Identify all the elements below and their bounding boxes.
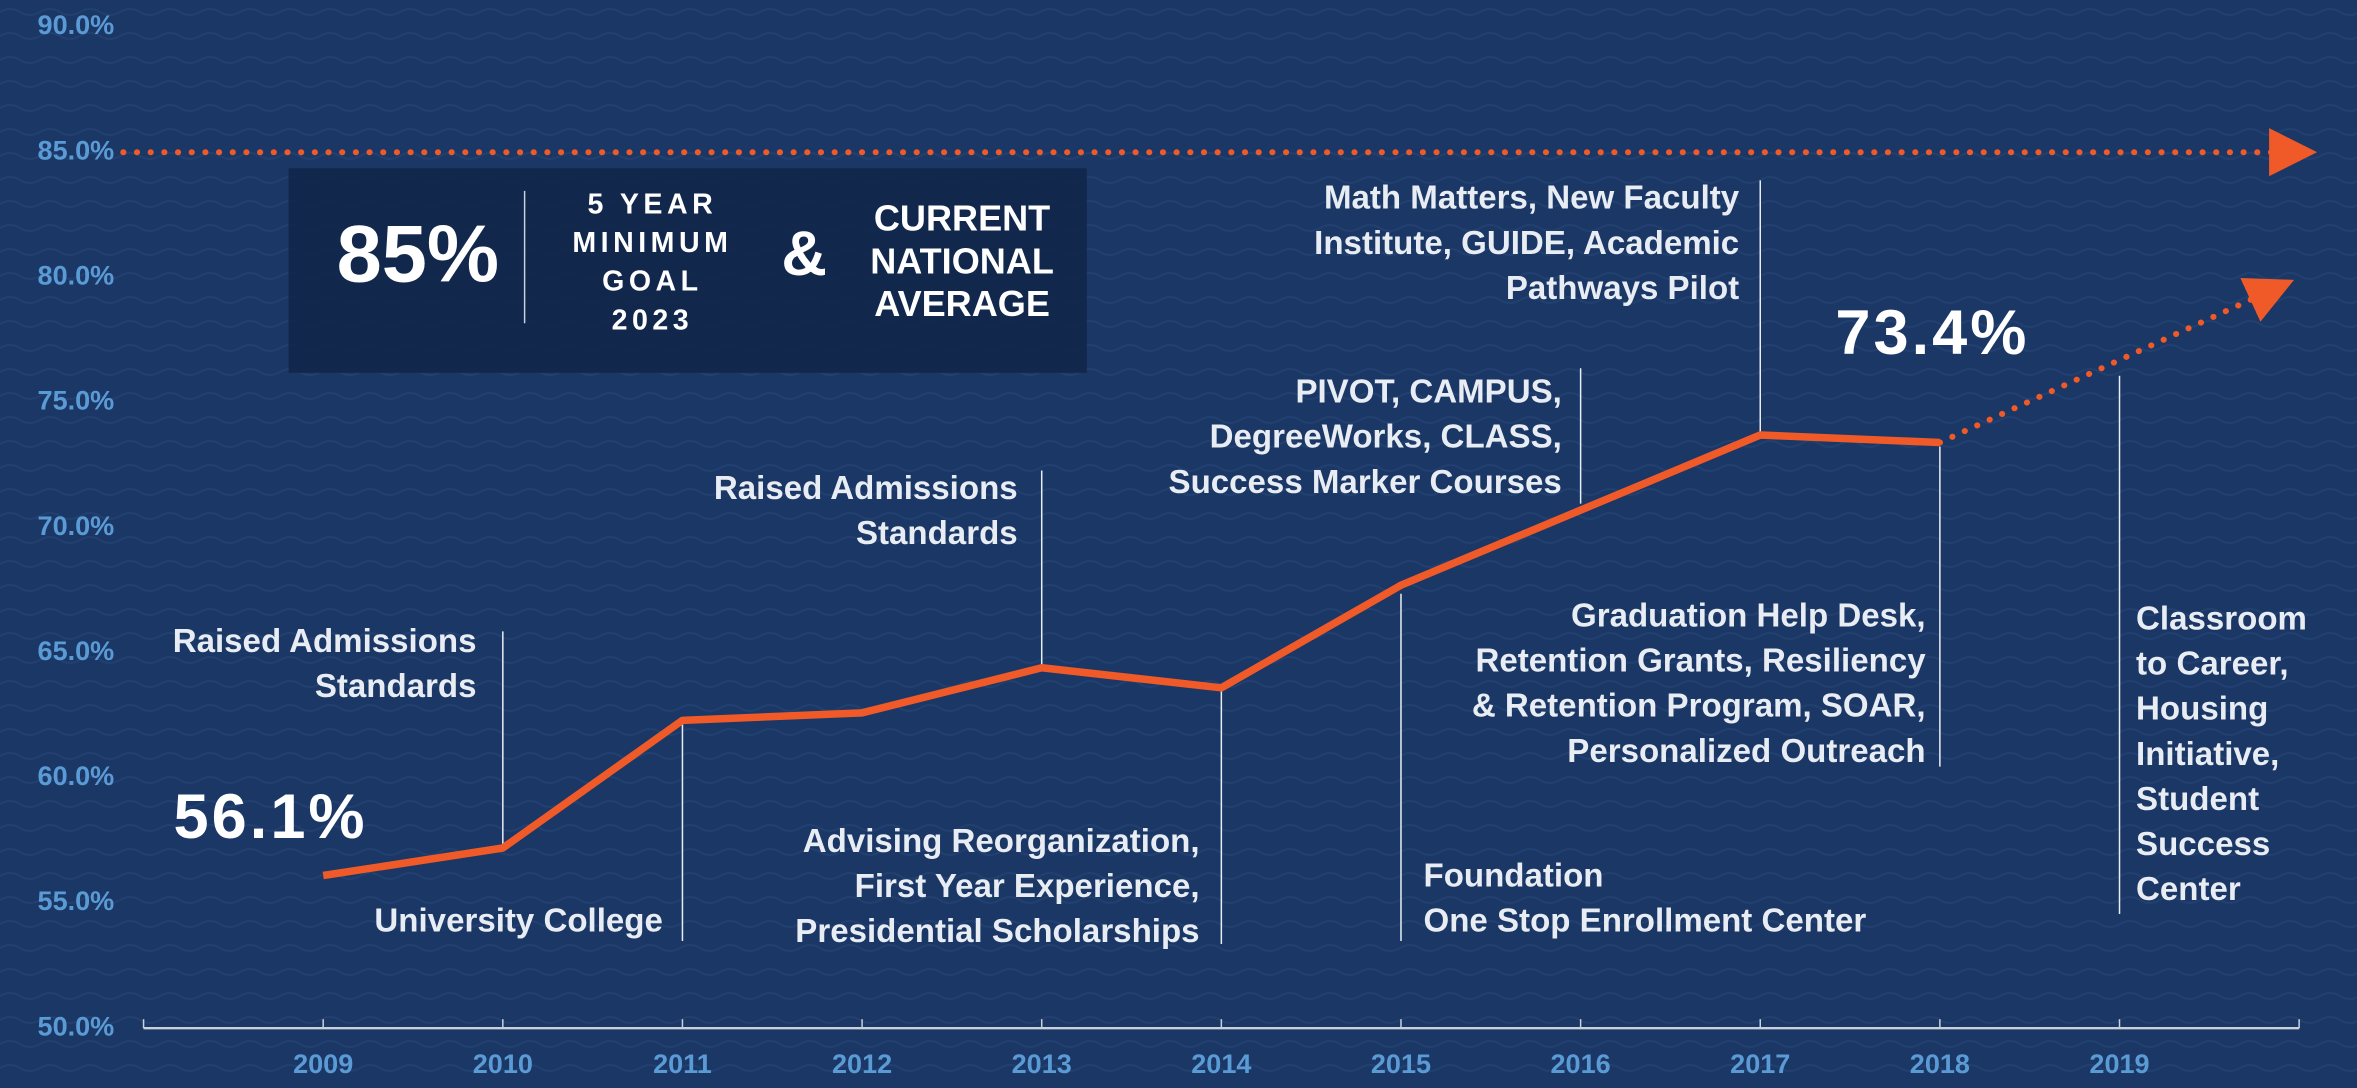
national-text: AVERAGE bbox=[874, 283, 1050, 324]
annotation: Initiative, bbox=[2136, 736, 2279, 773]
y-tick-label: 70.0% bbox=[38, 511, 115, 541]
goal-text: 2023 bbox=[612, 304, 694, 336]
annotation: University College bbox=[374, 903, 662, 940]
y-tick-label: 60.0% bbox=[38, 761, 115, 791]
goal-amp: & bbox=[781, 219, 827, 289]
annotation: Standards bbox=[315, 668, 477, 705]
annotation: Raised Admissions bbox=[173, 623, 477, 660]
y-tick-label: 75.0% bbox=[38, 386, 115, 416]
annotation: Pathways Pilot bbox=[1506, 270, 1739, 307]
data-label: 56.1% bbox=[174, 782, 368, 852]
national-text: NATIONAL bbox=[870, 240, 1054, 281]
annotation: Success bbox=[2136, 826, 2270, 863]
annotation: Retention Grants, Resiliency bbox=[1475, 643, 1926, 680]
annotation: First Year Experience, bbox=[855, 868, 1200, 905]
plot: 50.0% 55.0% 60.0% 65.0% 70.0% 75.0% 80.0% 85.0%… bbox=[38, 10, 2318, 1079]
annotation: PIVOT, CAMPUS, bbox=[1295, 374, 1561, 411]
annotation: Graduation Help Desk, bbox=[1571, 598, 1926, 635]
y-tick-label: 50.0% bbox=[38, 1011, 115, 1041]
annotation: to Career, bbox=[2136, 646, 2289, 683]
x-tick-label: 2016 bbox=[1551, 1049, 1611, 1079]
annotation: Personalized Outreach bbox=[1567, 733, 1925, 770]
annotation: Housing bbox=[2136, 691, 2268, 728]
data-line bbox=[322, 431, 1941, 880]
x-tick-label: 2009 bbox=[293, 1049, 353, 1079]
annotation: Success Marker Courses bbox=[1169, 464, 1562, 501]
annotation: Institute, GUIDE, Academic bbox=[1314, 225, 1739, 262]
annotation: & Retention Program, SOAR, bbox=[1472, 688, 1926, 725]
goal-big: 85% bbox=[337, 209, 499, 299]
annotation: Center bbox=[2136, 871, 2241, 908]
annotation: Math Matters, New Faculty bbox=[1324, 180, 1740, 217]
x-tick-label: 2012 bbox=[832, 1049, 892, 1079]
y-tick-label: 65.0% bbox=[38, 636, 115, 666]
y-tick-label: 85.0% bbox=[38, 135, 115, 165]
x-tick-label: 2015 bbox=[1371, 1049, 1431, 1079]
x-tick-label: 2017 bbox=[1730, 1049, 1790, 1079]
annotation: Standards bbox=[856, 515, 1018, 552]
annotation: Student bbox=[2136, 781, 2259, 818]
annotation: DegreeWorks, CLASS, bbox=[1210, 419, 1562, 456]
x-tick-label: 2013 bbox=[1012, 1049, 1072, 1079]
x-tick-label: 2011 bbox=[653, 1049, 712, 1079]
x-tick-label: 2010 bbox=[473, 1049, 533, 1079]
goal-box bbox=[288, 168, 1087, 373]
annotation: Foundation bbox=[1424, 858, 1604, 895]
goal-text: 5 YEAR bbox=[588, 188, 718, 220]
annotation: Advising Reorganization, bbox=[803, 823, 1200, 860]
x-tick-label: 2018 bbox=[1910, 1049, 1970, 1079]
annotation: Raised Admissions bbox=[714, 470, 1018, 507]
national-text: CURRENT bbox=[874, 198, 1050, 239]
annotation: Presidential Scholarships bbox=[795, 913, 1199, 950]
y-tick-label: 55.0% bbox=[38, 886, 115, 916]
x-tick-label: 2014 bbox=[1191, 1049, 1251, 1079]
goal-text: GOAL bbox=[602, 266, 703, 298]
y-tick-label: 90.0% bbox=[38, 10, 115, 40]
x-tick-label: 2019 bbox=[2089, 1049, 2149, 1079]
y-tick-label: 80.0% bbox=[38, 260, 115, 290]
data-label: 73.4% bbox=[1835, 298, 2029, 368]
annotation: Classroom bbox=[2136, 601, 2307, 638]
goal-text: MINIMUM bbox=[572, 227, 732, 259]
annotation: One Stop Enrollment Center bbox=[1424, 903, 1867, 940]
